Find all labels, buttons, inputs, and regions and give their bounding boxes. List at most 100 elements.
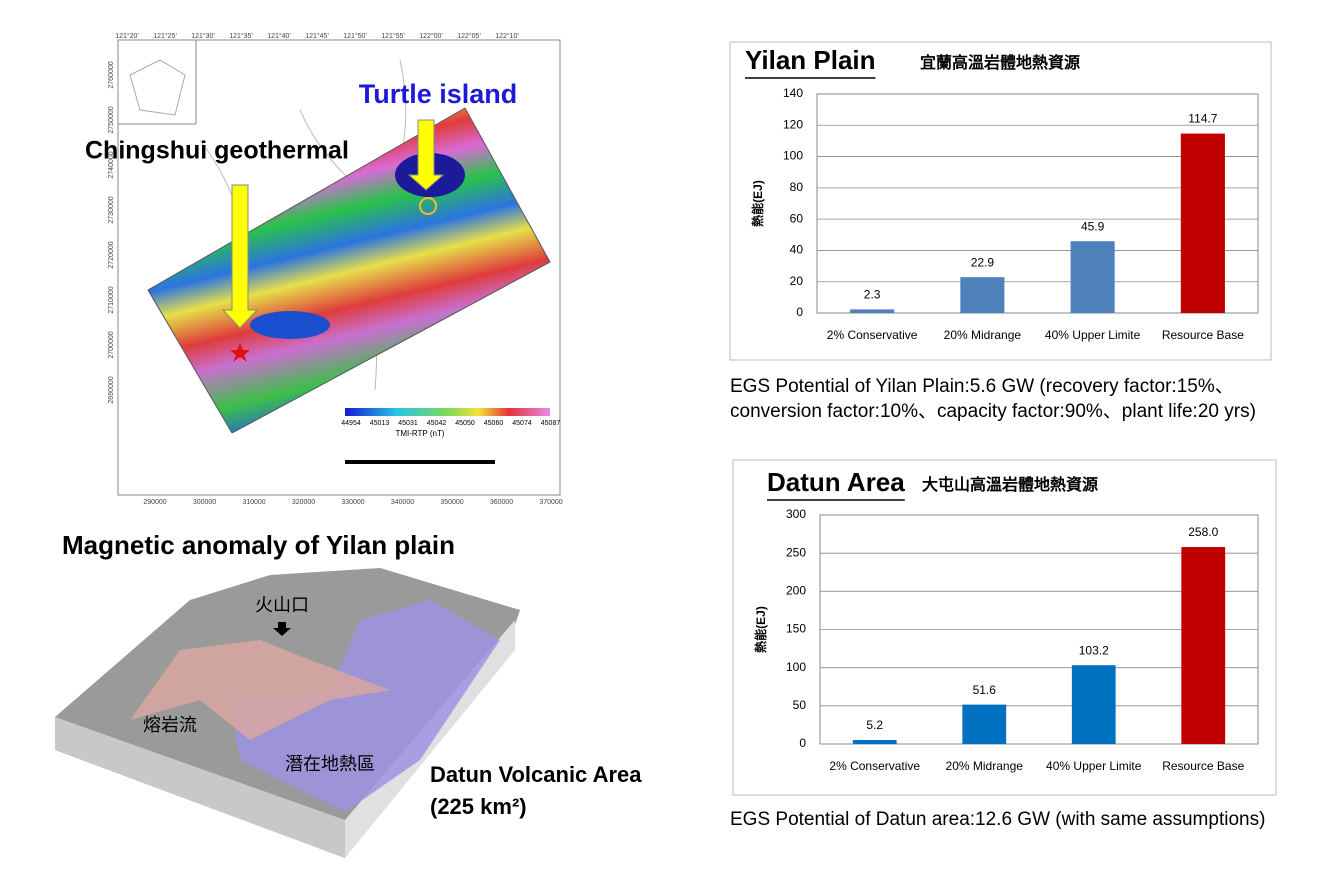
data-label: 103.2 [1079,643,1109,657]
chart-subtitle: 大屯山高溫岩體地熱資源 [922,475,1098,494]
bar [960,277,1005,313]
colorbar-label: 45013 [370,420,390,427]
map-tick-label: 2750000 [108,106,115,133]
x-tick-label: 2% Conservative [829,759,920,773]
label: 火山口 [255,595,309,615]
colorbar-label: 45042 [427,420,447,427]
inset-outline [129,59,186,116]
data-label: 5.2 [866,718,883,732]
data-label: 45.9 [1081,219,1105,233]
block-side [55,717,345,858]
y-tick-label: 40 [790,243,804,257]
label: 潛在地熱區 [285,754,375,774]
data-label: 258.0 [1188,525,1218,539]
x-tick-label: 20% Midrange [946,759,1024,773]
map-tick-label: 2710000 [108,286,115,313]
colorbar-title: TMI-RTP (nT) [395,429,444,438]
map-tick-label: 290000 [143,499,166,506]
turtle-marker [419,197,437,215]
map-tick-label: 121°20' [115,32,139,40]
geothermal-zone [230,600,500,812]
chart-subtitle: 宜蘭高溫岩體地熱資源 [920,53,1080,72]
note: EGS Potential of Datun area:12.6 GW (wit… [730,809,1266,830]
data-label: 51.6 [973,683,997,697]
chart-title: Yilan Plain [745,45,876,75]
data-label: 114.7 [1188,112,1217,126]
x-tick-label: 2% Conservative [827,328,918,342]
map-tick-label: 121°35' [229,32,253,40]
x-tick-label: 40% Upper Limite [1045,328,1141,342]
y-tick-label: 140 [783,86,803,100]
map: Turtle island Chingshui geothermal TMI-R… [62,39,561,560]
y-tick-label: 80 [790,180,804,194]
bar [850,309,895,313]
map-tick-label: 122°05' [457,32,481,40]
map-tick-label: 2690000 [108,376,115,403]
map-tick-label: 2730000 [108,196,115,223]
map-tick-label: 310000 [242,499,265,506]
colorbar-label: 45060 [484,420,504,427]
x-tick-label: Resource Base [1162,328,1244,342]
label: 熔岩流 [143,715,197,735]
map-tick-label: 320000 [292,499,315,506]
y-tick-label: 250 [786,545,806,559]
data-label: 2.3 [864,288,881,302]
y-tick-label: 100 [783,149,803,163]
low-anomaly [250,311,330,339]
arrow [273,622,291,636]
volcano-block: 火山口 熔岩流 潛在地熱區 Datun Volcanic Area (225 k… [55,568,642,858]
y-tick-label: 50 [793,698,807,712]
map-tick-label: 2760000 [108,61,115,88]
map-tick-label: 360000 [490,499,513,506]
arrow [221,184,259,329]
y-axis-label: 熱能(EJ) [750,180,765,227]
colorbar-label: 44954 [341,420,361,427]
bar [852,740,897,744]
colorbar-label: 45087 [541,420,561,427]
map-tick-label: 121°50' [343,32,367,40]
x-tick-label: Resource Base [1162,759,1244,773]
x-tick-label: 40% Upper Limite [1046,759,1142,773]
note: EGS Potential of Yilan Plain:5.6 GW (rec… [730,376,1256,422]
colorbar [345,408,550,416]
map-tick-label: 340000 [391,499,414,506]
bar [1071,665,1116,744]
bar [1070,241,1115,313]
x-tick-label: 20% Midrange [944,328,1022,342]
data-label: 22.9 [971,255,995,269]
map-tick-label: 121°40' [267,32,291,40]
y-tick-label: 60 [790,211,804,225]
chart-title: Datun Area [767,467,905,497]
bar [1180,133,1225,313]
y-tick-label: 300 [786,507,806,521]
bar [962,704,1007,744]
y-tick-label: 150 [786,622,806,636]
map-tick-label: 122°00' [419,32,443,40]
caption: Magnetic anomaly of Yilan plain [62,530,455,560]
colorbar-label: 45074 [512,420,532,427]
y-tick-label: 0 [799,736,806,750]
map-tick-label: 121°30' [191,32,215,40]
caption: Datun Volcanic Area [430,762,642,787]
caption: (225 km²) [430,794,527,819]
chingshui-marker [230,343,250,362]
label: Chingshui geothermal [85,137,349,165]
y-axis-label: 熱能(EJ) [753,606,768,653]
map-tick-label: 330000 [341,499,364,506]
map-tick-label: 121°25' [153,32,177,40]
map-tick-label: 300000 [193,499,216,506]
map-tick-label: 122°10' [495,32,519,40]
label: Turtle island [359,79,518,109]
map-tick-label: 121°55' [381,32,405,40]
map-tick-label: 121°45' [305,32,329,40]
map-tick-label: 2700000 [108,331,115,358]
map-tick-label: 370000 [539,499,562,506]
inset [117,39,197,125]
map-tick-label: 350000 [440,499,463,506]
y-tick-label: 0 [796,305,803,319]
colorbar-label: 45050 [455,420,475,427]
bar [1181,547,1226,744]
scale-bar [345,460,495,464]
